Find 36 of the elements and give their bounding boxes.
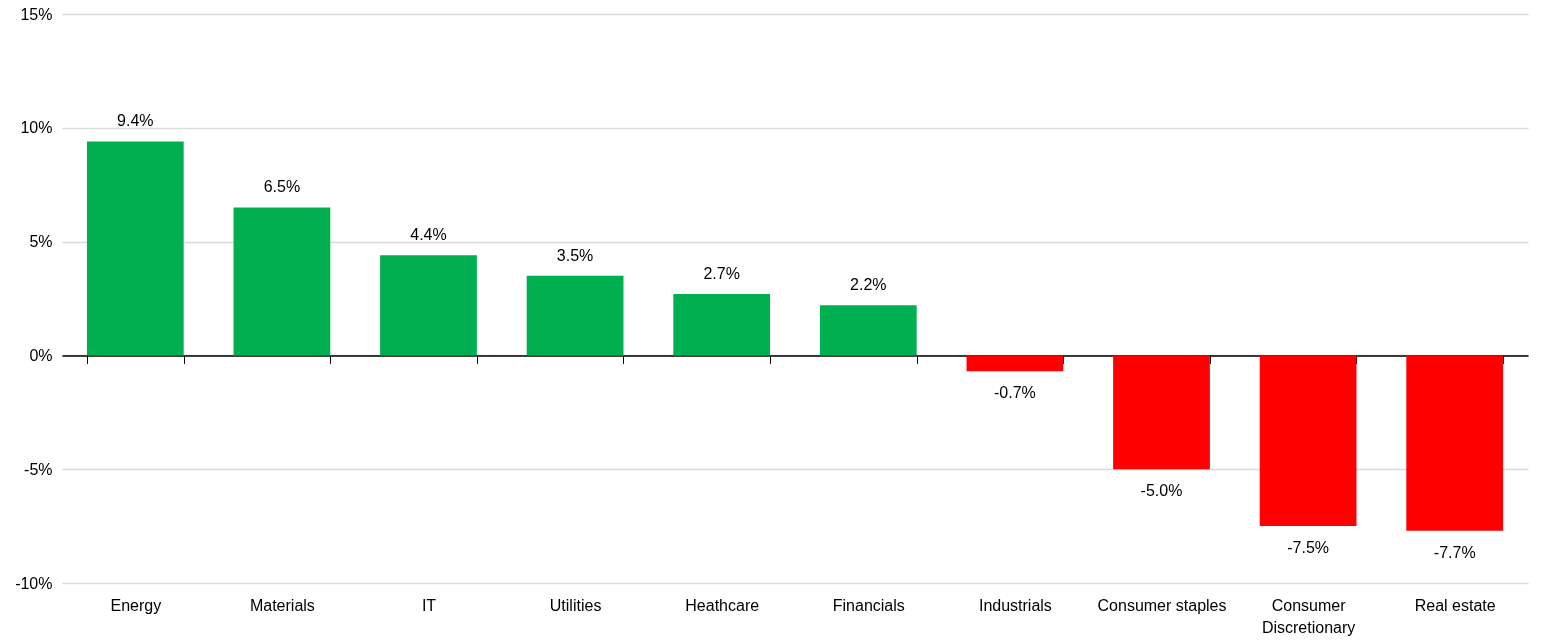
y-tick-label: 5%: [29, 233, 53, 251]
x-tick-label: Heathcare: [685, 596, 760, 614]
data-label: -0.7%: [994, 384, 1036, 402]
data-label: 9.4%: [117, 112, 154, 130]
data-label: -7.5%: [1287, 539, 1329, 557]
x-tick-label: Consumer staples: [1097, 596, 1227, 614]
data-label: 4.4%: [410, 226, 447, 244]
data-label: 3.5%: [556, 246, 594, 264]
bar: [380, 255, 477, 356]
bar: [1113, 355, 1210, 470]
x-tick-label: Energy: [110, 596, 162, 614]
bar: [86, 141, 184, 356]
x-tick-label: Industrials: [978, 596, 1052, 614]
bar: [819, 305, 917, 356]
data-label: 2.7%: [703, 264, 740, 282]
data-label: 2.2%: [850, 276, 887, 294]
x-tick-label: Real estate: [1414, 596, 1496, 614]
y-tick-label: 0%: [29, 346, 53, 364]
y-tick-label: -5%: [24, 460, 53, 478]
bar: [673, 293, 771, 356]
x-tick-label: Utilities: [549, 596, 602, 614]
y-tick-label: 15%: [20, 5, 53, 23]
x-tick-label: Financials: [832, 596, 905, 614]
y-tick-label: -10%: [15, 574, 53, 592]
bar: [1406, 355, 1504, 531]
bar: [526, 275, 624, 356]
data-label: -5.0%: [1140, 482, 1183, 500]
bar: [966, 355, 1064, 372]
x-tick-label: IT: [421, 596, 437, 614]
data-label: 6.5%: [263, 178, 301, 196]
y-tick-label: 10%: [20, 119, 53, 137]
bar: [233, 207, 331, 356]
x-tick-label: Materials: [249, 596, 315, 614]
data-label: -7.7%: [1433, 543, 1476, 561]
bar: [1259, 355, 1357, 527]
x-tick-label: Consumer Discretionary: [1261, 596, 1356, 636]
